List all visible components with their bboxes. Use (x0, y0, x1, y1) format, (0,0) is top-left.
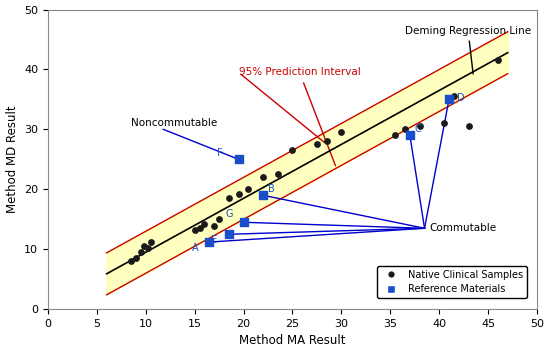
Point (445, 97, 453, 102)
Point (215, 216, 223, 222)
Point (391, 133, 400, 138)
Text: E: E (211, 235, 217, 245)
Text: D: D (457, 92, 465, 103)
Point (244, 186, 253, 192)
Text: G: G (226, 209, 233, 220)
Point (127, 258, 135, 264)
Point (415, 124, 424, 129)
Point (312, 142, 321, 147)
Point (137, 250, 145, 255)
Text: Commutable: Commutable (430, 223, 497, 233)
Point (210, 224, 218, 229)
Point (259, 174, 268, 180)
Point (239, 220, 248, 225)
Point (259, 192, 268, 198)
Point (400, 127, 409, 132)
Point (234, 156, 243, 162)
Point (450, 94, 458, 99)
Point (143, 245, 152, 251)
Text: F: F (217, 148, 223, 158)
Point (146, 239, 155, 245)
Point (225, 196, 233, 201)
Text: Deming Regression Line: Deming Regression Line (405, 25, 531, 74)
Point (234, 191, 243, 197)
Point (132, 256, 140, 261)
Point (337, 130, 346, 135)
Point (195, 226, 204, 231)
Text: C: C (415, 124, 421, 134)
Text: Noncommutable: Noncommutable (131, 118, 217, 128)
Point (273, 172, 282, 177)
Point (190, 227, 199, 233)
Point (205, 239, 214, 245)
Legend: Native Clinical Samples, Reference Materials: Native Clinical Samples, Reference Mater… (377, 266, 527, 298)
Point (225, 232, 233, 237)
Text: 95% Prediction Interval: 95% Prediction Interval (239, 67, 361, 166)
X-axis label: Method MA Result: Method MA Result (239, 334, 346, 347)
Point (322, 139, 331, 144)
Point (405, 133, 414, 138)
Point (139, 244, 148, 249)
Point (493, 58, 502, 63)
Y-axis label: Method MD Result: Method MD Result (6, 106, 19, 213)
Point (440, 121, 448, 126)
Point (464, 124, 473, 129)
Text: A: A (192, 243, 199, 253)
Point (200, 221, 209, 227)
Text: B: B (268, 184, 275, 194)
Point (288, 148, 297, 153)
